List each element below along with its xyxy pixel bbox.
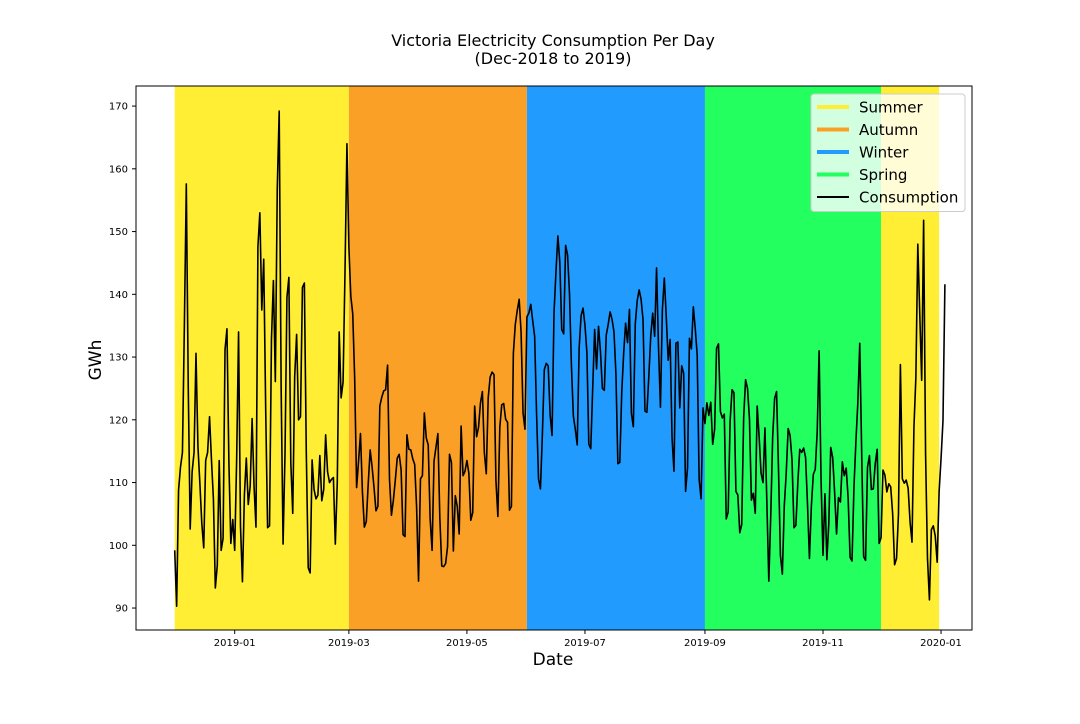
- y-axis: 90 100 110 120 130 140 150 160 170: [109, 102, 136, 615]
- y-tick-label: 140: [109, 290, 128, 301]
- x-tick-label: 2019-11: [802, 638, 844, 649]
- plot-frame: [135, 85, 973, 631]
- chart-subtitle: (Dec-2018 to 2019): [475, 49, 632, 68]
- x-axis: 2019-01 2019-03 2019-05 2019-07 2019-09 2019-…: [214, 630, 962, 649]
- legend-box: [810, 93, 966, 212]
- season-band-summer-0: [174, 86, 349, 630]
- x-tick-label: 2019-03: [328, 638, 370, 649]
- y-tick-label: 90: [115, 604, 128, 615]
- legend-label-autumn: Autumn: [859, 121, 918, 139]
- y-tick-label: 110: [109, 478, 128, 489]
- series-layer: [173, 110, 946, 607]
- x-tick-label: 2019-09: [684, 638, 726, 649]
- x-axis-label: Date: [533, 650, 574, 670]
- legend-label-spring: Spring: [859, 166, 907, 184]
- y-tick-label: 160: [109, 164, 128, 175]
- y-tick-label: 130: [109, 353, 128, 364]
- legend-label-summer: Summer: [859, 99, 923, 117]
- legend: Summer Autumn Winter Spring Consumption: [810, 93, 966, 212]
- x-tick-label: 2019-07: [564, 638, 606, 649]
- x-tick-label: 2020-01: [920, 638, 962, 649]
- y-axis-label: GWh: [86, 340, 106, 381]
- legend-label-winter: Winter: [859, 144, 909, 162]
- y-tick-label: 100: [109, 541, 128, 552]
- chart-title: Victoria Electricity Consumption Per Day: [391, 31, 715, 50]
- x-tick-label: 2019-01: [214, 638, 256, 649]
- legend-label-consumption: Consumption: [859, 189, 958, 207]
- series-line-consumption: [173, 110, 946, 607]
- y-tick-label: 170: [109, 102, 128, 113]
- season-band-autumn-1: [348, 86, 527, 630]
- x-tick-label: 2019-05: [446, 638, 488, 649]
- y-tick-label: 150: [109, 227, 128, 238]
- y-tick-label: 120: [109, 415, 128, 426]
